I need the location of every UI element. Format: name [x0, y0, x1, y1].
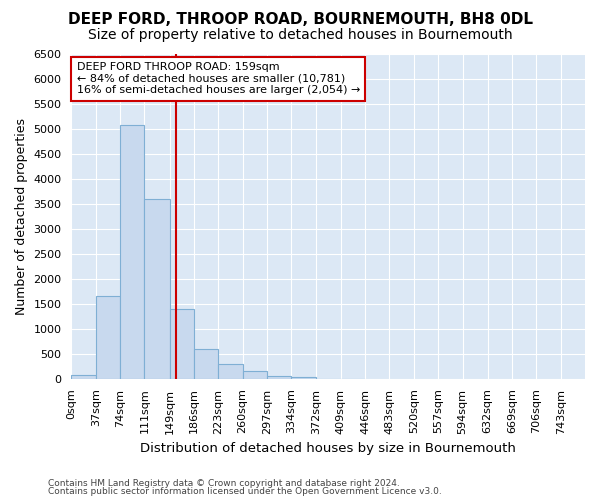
X-axis label: Distribution of detached houses by size in Bournemouth: Distribution of detached houses by size … — [140, 442, 516, 455]
Bar — [96, 296, 120, 379]
Y-axis label: Number of detached properties: Number of detached properties — [15, 118, 28, 315]
Bar — [170, 309, 194, 379]
Text: Contains HM Land Registry data © Crown copyright and database right 2024.: Contains HM Land Registry data © Crown c… — [48, 478, 400, 488]
Text: Contains public sector information licensed under the Open Government Licence v3: Contains public sector information licen… — [48, 487, 442, 496]
Text: Size of property relative to detached houses in Bournemouth: Size of property relative to detached ho… — [88, 28, 512, 42]
Text: DEEP FORD THROOP ROAD: 159sqm
← 84% of detached houses are smaller (10,781)
16% : DEEP FORD THROOP ROAD: 159sqm ← 84% of d… — [77, 62, 360, 96]
Bar — [71, 375, 96, 379]
Bar — [145, 199, 170, 379]
Bar — [242, 372, 267, 379]
Text: DEEP FORD, THROOP ROAD, BOURNEMOUTH, BH8 0DL: DEEP FORD, THROOP ROAD, BOURNEMOUTH, BH8… — [67, 12, 533, 28]
Bar — [292, 378, 316, 379]
Bar — [194, 349, 218, 379]
Bar — [218, 364, 242, 379]
Bar — [120, 125, 145, 379]
Bar — [267, 376, 292, 379]
